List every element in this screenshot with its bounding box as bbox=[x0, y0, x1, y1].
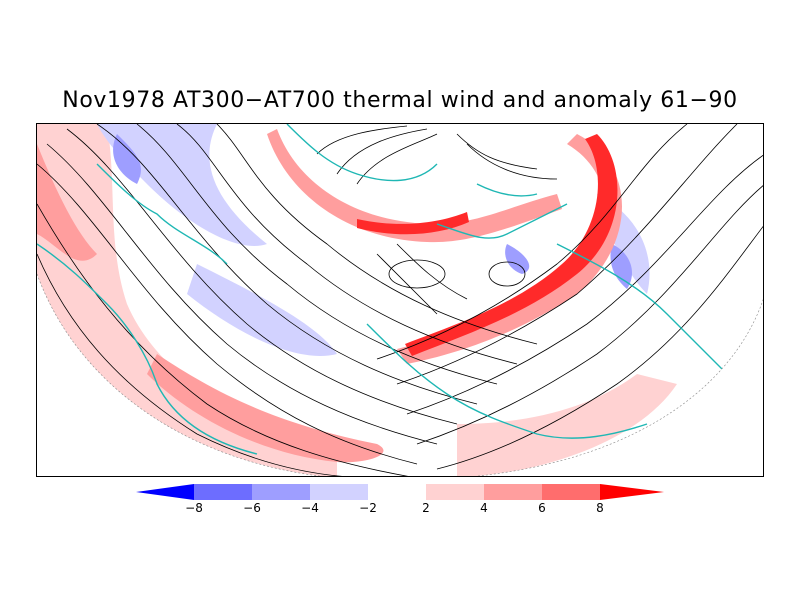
colorbar-bin bbox=[252, 484, 310, 500]
thermal-wind-map bbox=[37, 124, 763, 476]
colorbar-label: −4 bbox=[301, 501, 319, 515]
colorbar-arrow-left bbox=[136, 484, 194, 500]
coastlines bbox=[37, 124, 728, 455]
anomaly-positive-north-core bbox=[357, 212, 469, 235]
anomaly-negative-north bbox=[97, 124, 267, 246]
anomaly-positive-east-core bbox=[405, 134, 618, 356]
anomaly-positive-southeast bbox=[457, 374, 677, 476]
anomaly-negative-mid bbox=[187, 264, 337, 356]
anomaly-negative-east-strong bbox=[610, 244, 632, 289]
colorbar-label: −2 bbox=[359, 501, 377, 515]
colorbar-bin bbox=[368, 484, 426, 500]
colorbar-label: −8 bbox=[185, 501, 203, 515]
colorbar-label: −6 bbox=[243, 501, 261, 515]
colorbar-label: 4 bbox=[480, 501, 488, 515]
colorbar-bin bbox=[426, 484, 484, 500]
colorbar-arrow-right bbox=[600, 484, 664, 500]
colorbar bbox=[136, 484, 664, 514]
colorbar-bin bbox=[484, 484, 542, 500]
colorbar-label: 2 bbox=[422, 501, 430, 515]
colorbar-label: 8 bbox=[596, 501, 604, 515]
colorbar-bin bbox=[542, 484, 600, 500]
colorbar-bin bbox=[194, 484, 252, 500]
anomaly-positive-south bbox=[147, 354, 384, 463]
map-title: Nov1978 AT300−AT700 thermal wind and ano… bbox=[62, 88, 738, 113]
hemisphere-edge bbox=[37, 273, 763, 476]
anomaly-positive-north-arc bbox=[267, 129, 562, 243]
colorbar-label: 6 bbox=[538, 501, 546, 515]
anomaly-positive-west-strong bbox=[37, 144, 97, 261]
colorbar-bin bbox=[310, 484, 368, 500]
anomaly-negative-arctic bbox=[505, 244, 530, 274]
map-panel bbox=[36, 123, 764, 477]
colorbar-strip bbox=[136, 484, 664, 500]
anomaly-negative-strong bbox=[113, 134, 141, 184]
